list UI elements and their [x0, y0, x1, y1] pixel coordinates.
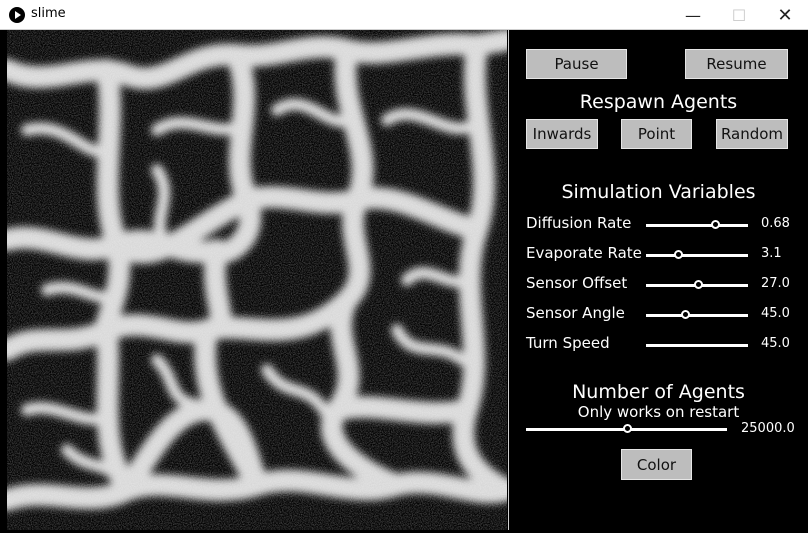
sensor-offset-label: Sensor Offset: [526, 274, 628, 292]
color-button[interactable]: Color: [621, 449, 692, 480]
sensor-angle-slider[interactable]: [646, 310, 748, 319]
resume-button[interactable]: Resume: [685, 49, 788, 79]
agents-value: 25000.0: [741, 421, 795, 436]
diffusion-rate-label: Diffusion Rate: [526, 214, 632, 232]
respawn-heading: Respawn Agents: [579, 91, 738, 113]
sensor-offset-knob[interactable]: [694, 280, 704, 289]
panel-divider: [508, 30, 509, 530]
respawn-inwards-button[interactable]: Inwards: [526, 119, 598, 149]
sensor-angle-knob[interactable]: [680, 310, 690, 319]
number-of-agents-heading: Number of Agents: [572, 381, 745, 403]
slime-trail-map: [7, 30, 507, 530]
pause-button[interactable]: Pause: [526, 49, 627, 79]
turn-speed-value: 45.0: [761, 336, 790, 351]
agents-note: Only works on restart: [577, 403, 740, 421]
sensor-angle-value: 45.0: [761, 306, 790, 321]
agents-slider[interactable]: [526, 424, 727, 433]
title-bar: slime — ☐ ✕: [0, 0, 808, 30]
agents-knob[interactable]: [622, 424, 632, 433]
maximize-icon[interactable]: ☐: [731, 5, 747, 25]
app-icon: [9, 7, 25, 23]
turn-speed-slider[interactable]: [646, 344, 748, 347]
sensor-offset-value: 27.0: [761, 276, 790, 291]
turn-speed-label: Turn Speed: [526, 334, 610, 352]
evaporate-rate-label: Evaporate Rate: [526, 244, 642, 262]
control-panel: Pause Resume Respawn Agents Inwards Poin…: [509, 30, 808, 533]
respawn-point-button[interactable]: Point: [621, 119, 692, 149]
window-title: slime: [31, 6, 66, 21]
close-icon[interactable]: ✕: [777, 4, 793, 26]
diffusion-rate-value: 0.68: [761, 216, 790, 231]
simulation-canvas[interactable]: [7, 30, 507, 530]
simulation-variables-heading: Simulation Variables: [561, 181, 756, 203]
evaporate-rate-slider[interactable]: [646, 250, 748, 259]
respawn-random-button[interactable]: Random: [716, 119, 788, 149]
minimize-icon[interactable]: —: [685, 5, 701, 25]
evaporate-rate-value: 3.1: [761, 246, 782, 261]
sensor-offset-slider[interactable]: [646, 280, 748, 289]
diffusion-rate-slider[interactable]: [646, 220, 748, 229]
diffusion-rate-knob[interactable]: [711, 220, 721, 229]
sensor-angle-label: Sensor Angle: [526, 304, 625, 322]
evaporate-rate-knob[interactable]: [673, 250, 683, 259]
